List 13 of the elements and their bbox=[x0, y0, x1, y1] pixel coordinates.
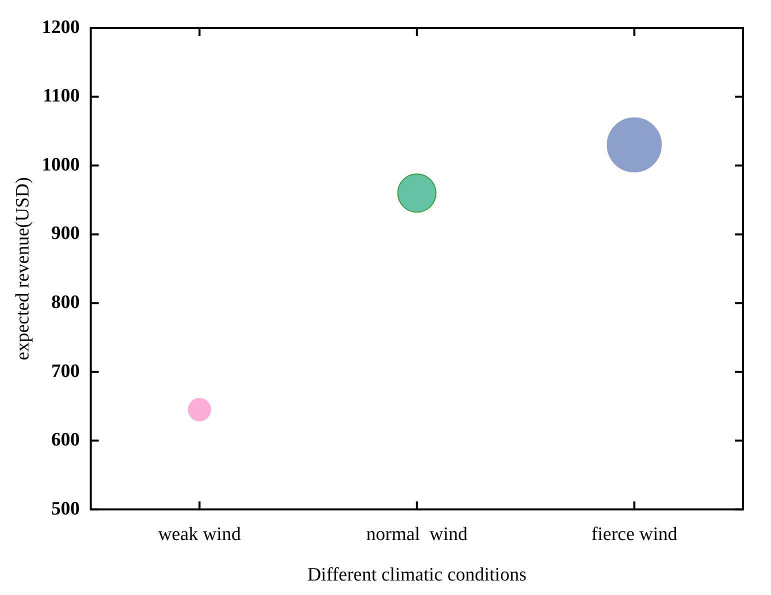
x-tick-label: weak wind bbox=[158, 524, 242, 545]
x-tick-label: fierce wind bbox=[591, 524, 678, 545]
y-axis-title: expected revenue(USD) bbox=[12, 177, 34, 360]
x-tick-label: normal wind bbox=[366, 524, 468, 545]
x-axis-title: Different climatic conditions bbox=[307, 564, 526, 586]
y-tick-label: 900 bbox=[51, 223, 80, 244]
y-tick-label: 600 bbox=[51, 430, 80, 451]
y-tick-label: 1000 bbox=[42, 154, 80, 176]
y-tick-label: 800 bbox=[51, 292, 80, 313]
y-tick-label: 1100 bbox=[42, 86, 80, 107]
y-tick-label: 700 bbox=[51, 360, 80, 382]
y-tick-label: 1200 bbox=[42, 16, 80, 38]
y-tick-label: 500 bbox=[51, 498, 80, 520]
